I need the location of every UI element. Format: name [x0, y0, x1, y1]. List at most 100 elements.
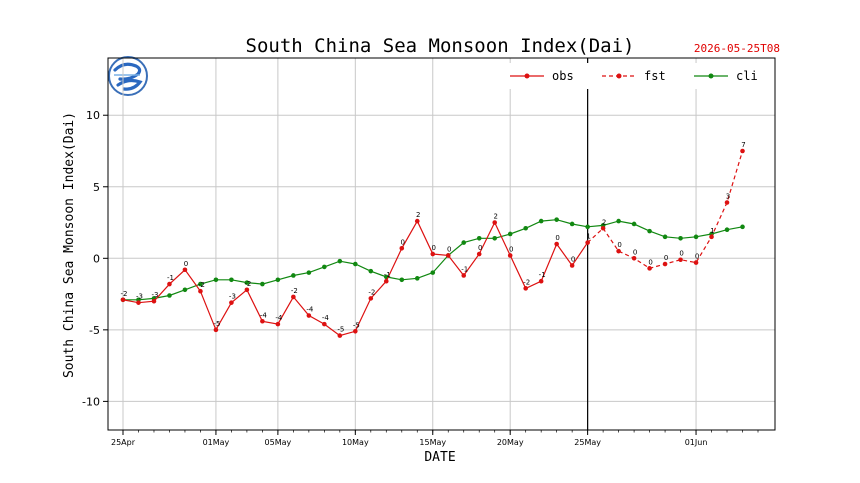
- chart-title: South China Sea Monsoon Index(Dai): [246, 35, 635, 57]
- data-point-obs: [523, 286, 528, 291]
- data-label-obs: -3: [229, 293, 236, 301]
- data-label-obs: 1: [586, 233, 590, 241]
- legend-label-obs: obs: [552, 69, 574, 83]
- data-point-obs: [322, 321, 327, 327]
- data-label-obs: -5: [353, 321, 360, 329]
- data-point-obs: [244, 287, 250, 293]
- data-point-obs: [260, 318, 265, 324]
- data-label-obs: -3: [151, 291, 158, 299]
- data-point-obs: [213, 327, 219, 333]
- data-label-obs: -2: [198, 281, 205, 289]
- y-tick-label: 5: [93, 181, 100, 194]
- y-tick-label: 10: [86, 109, 100, 122]
- data-point-cli: [306, 270, 312, 275]
- data-point-fst: [616, 248, 621, 254]
- data-point-obs: [306, 313, 312, 318]
- data-point-obs: [569, 263, 575, 268]
- data-point-obs: [399, 245, 405, 251]
- data-label-obs: 2: [416, 211, 420, 219]
- data-point-cli: [368, 268, 374, 274]
- data-point-obs: [430, 251, 436, 257]
- legend-marker-fst: [616, 73, 622, 79]
- data-point-obs: [151, 298, 157, 304]
- data-label-obs: -4: [260, 311, 268, 319]
- x-tick-label: 01Jun: [685, 438, 708, 447]
- cma-logo-icon: [108, 56, 148, 96]
- data-point-cli: [167, 293, 172, 298]
- x-tick-label: 05May: [265, 438, 292, 447]
- data-point-cli: [507, 231, 513, 237]
- data-label-obs: 0: [509, 245, 513, 253]
- data-point-fst: [740, 148, 745, 154]
- data-label-obs: 0: [401, 238, 405, 246]
- x-tick-label: 10May: [342, 438, 369, 447]
- data-point-obs: [198, 288, 203, 294]
- data-label-obs: 0: [184, 260, 188, 268]
- data-label-obs: -3: [136, 293, 143, 301]
- data-label-obs: 0: [447, 245, 451, 253]
- point-labels: -2 -3 -3 -1 0 -2 -5 -3 -2 -4 -4 -2 -4 -4 -5 -5 -2 -1 0 2 0 0 -…: [121, 141, 746, 334]
- data-point-cli: [414, 276, 420, 281]
- data-point-fst: [631, 256, 637, 261]
- axes: 25Apr 01May 05May 10May 15May 20May 25May 01Jun…: [82, 57, 776, 447]
- data-point-cli: [322, 264, 327, 270]
- data-point-obs: [554, 241, 559, 247]
- data-label-obs: 0: [478, 244, 482, 252]
- data-point-obs: [291, 294, 296, 300]
- data-point-fst: [600, 225, 606, 231]
- data-point-cli: [198, 281, 203, 287]
- data-point-cli: [724, 227, 730, 232]
- data-point-cli: [275, 277, 281, 283]
- data-label-obs: -2: [244, 280, 251, 288]
- x-tick-label: 15May: [419, 438, 446, 447]
- data-point-obs: [414, 218, 420, 224]
- data-point-obs: [368, 296, 374, 301]
- data-label-obs: -4: [322, 314, 330, 322]
- data-point-cli: [430, 270, 436, 275]
- data-point-fst: [724, 200, 730, 205]
- legend: obs fst cli: [502, 63, 764, 89]
- legend-label-fst: fst: [644, 69, 666, 83]
- plot-frame: [107, 57, 776, 431]
- data-label-obs: -1: [539, 271, 546, 279]
- y-tick-label: -10: [82, 395, 100, 408]
- data-point-cli: [213, 277, 219, 283]
- data-point-obs: [492, 220, 498, 225]
- data-point-obs: [507, 253, 513, 258]
- data-label-fst: 0: [679, 250, 683, 258]
- data-label-obs: -2: [121, 290, 128, 298]
- data-point-cli: [182, 287, 188, 293]
- data-point-cli: [569, 221, 575, 227]
- data-point-cli: [523, 225, 528, 231]
- data-label-fst: 1: [710, 227, 714, 235]
- data-point-obs: [229, 300, 234, 305]
- y-tick-label: 0: [93, 252, 100, 265]
- data-label-fst: 0: [664, 254, 668, 262]
- data-point-obs: [275, 321, 281, 327]
- data-label-obs: -5: [337, 326, 344, 334]
- data-point-fst: [678, 257, 683, 263]
- x-tick-label: 25May: [574, 438, 601, 447]
- data-label-fst: 7: [741, 141, 745, 149]
- data-point-cli: [244, 280, 250, 285]
- data-label-fst: 0: [617, 241, 621, 249]
- legend-marker-cli: [708, 73, 714, 79]
- data-point-cli: [492, 235, 498, 241]
- data-label-obs: 0: [571, 255, 575, 263]
- data-point-obs: [167, 281, 172, 287]
- data-point-obs: [120, 297, 126, 303]
- data-point-cli: [291, 273, 296, 278]
- data-point-obs: [383, 278, 389, 284]
- data-label-fst: 0: [695, 253, 699, 261]
- data-point-cli: [631, 221, 637, 227]
- data-point-cli: [693, 234, 699, 240]
- x-tick-label: 01May: [203, 438, 230, 447]
- data-point-obs: [182, 267, 188, 273]
- data-label-obs: -1: [167, 274, 174, 282]
- data-label-fst: 0: [633, 248, 637, 256]
- legend-marker-obs: [524, 73, 530, 79]
- data-point-cli: [678, 235, 683, 241]
- legend-label-cli: cli: [736, 69, 758, 83]
- x-tick-label: 20May: [497, 438, 524, 447]
